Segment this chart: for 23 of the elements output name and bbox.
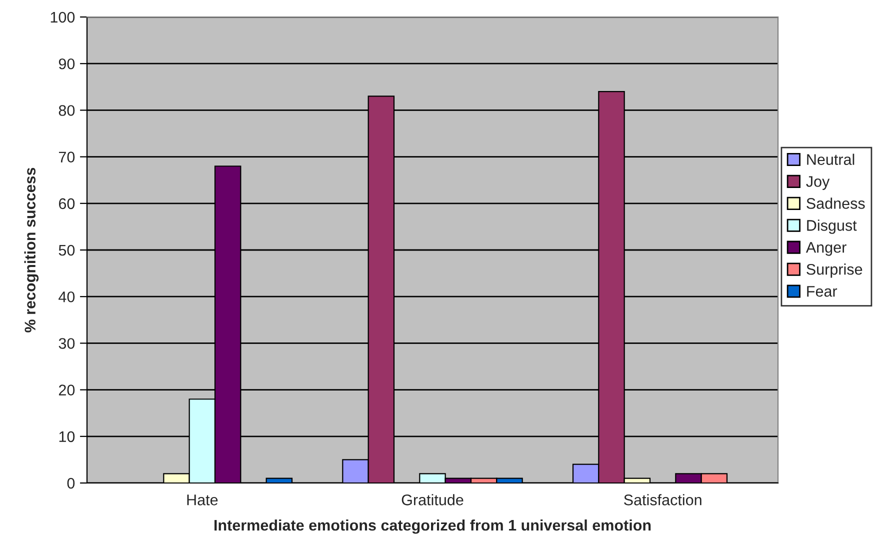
legend-label: Joy	[806, 176, 830, 190]
y-tick-label: 60	[58, 198, 75, 210]
y-tick-label: 10	[59, 431, 75, 442]
legend-label: Surprise	[806, 264, 862, 278]
legend-label: Neutral	[807, 154, 854, 165]
x-axis-title: Intermediate emotions categorized from 1 universal emotion	[214, 519, 651, 534]
x-tick-label: Satisfaction	[624, 494, 702, 506]
legend-label: Sadness	[806, 198, 865, 209]
legend-label: Fear	[807, 286, 838, 297]
y-tick-label: 0	[67, 478, 75, 489]
legend-label: Disgust	[807, 220, 857, 234]
y-tick-label: 30	[58, 338, 75, 349]
y-tick-label: 20	[58, 384, 75, 396]
y-tick-label: 50	[58, 244, 75, 256]
legend-label: Anger	[806, 242, 846, 256]
x-tick-label: Gratitude	[402, 494, 464, 506]
x-tick-label: Hate	[187, 494, 218, 506]
y-tick-label: 80	[58, 105, 75, 116]
y-tick-label: 40	[58, 291, 75, 302]
y-tick-label: 100	[50, 12, 75, 23]
y-tick-label: 70	[58, 152, 75, 162]
y-axis-title: % recognition success	[24, 168, 39, 332]
y-tick-label: 90	[58, 58, 75, 70]
